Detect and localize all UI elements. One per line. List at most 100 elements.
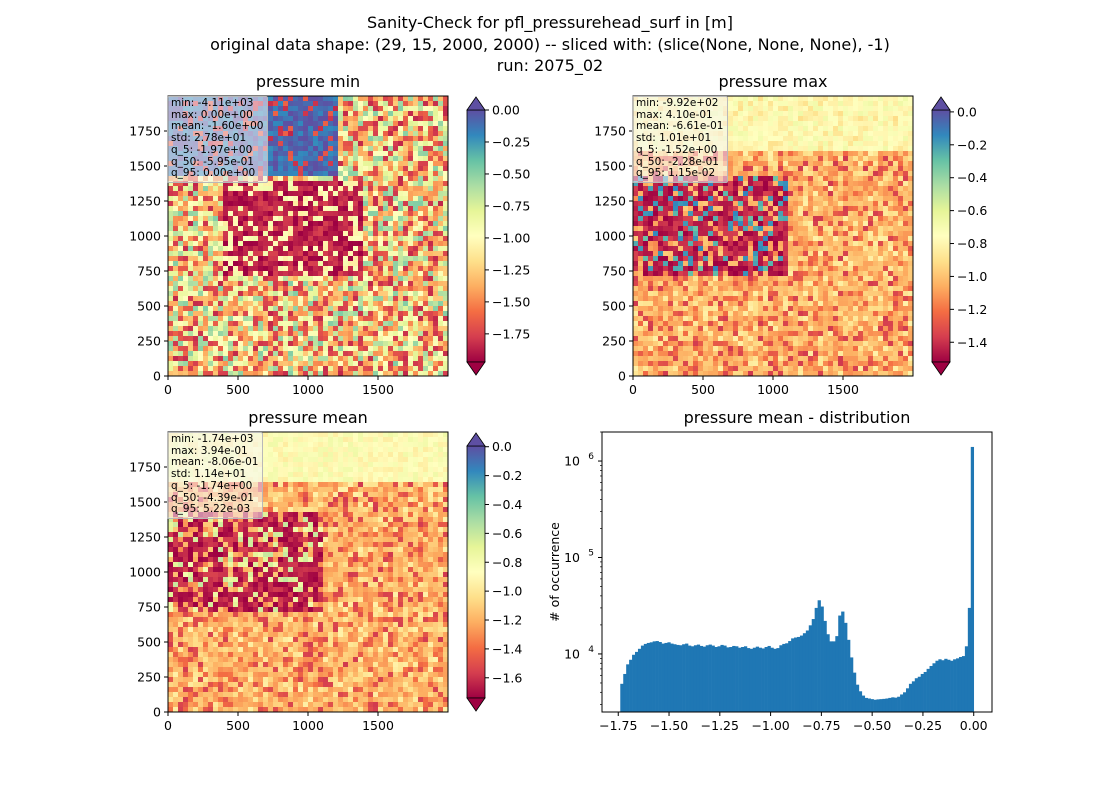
map-cell <box>253 246 259 252</box>
map-cell <box>663 181 669 187</box>
map-cell <box>358 186 364 192</box>
map-cell <box>728 361 734 367</box>
map-cell <box>413 306 419 312</box>
map-cell <box>373 331 379 337</box>
map-cell <box>698 181 704 187</box>
map-cell <box>763 131 769 137</box>
map-cell <box>733 341 739 347</box>
map-cell <box>783 101 789 107</box>
map-cell <box>188 286 194 292</box>
map-cell <box>238 326 244 332</box>
map-cell <box>698 211 704 217</box>
map-cell <box>368 276 374 282</box>
map-cell <box>763 356 769 362</box>
map-cell <box>778 336 784 342</box>
map-cell <box>348 121 354 127</box>
map-cell <box>383 211 389 217</box>
map-cell <box>303 256 309 262</box>
map-cell <box>773 216 779 222</box>
map-cell <box>358 251 364 257</box>
map-cell <box>433 211 439 217</box>
map-cell <box>348 216 354 222</box>
map-cell <box>273 331 279 337</box>
map-cell <box>313 216 319 222</box>
map-cell <box>373 341 379 347</box>
map-cell <box>428 286 434 292</box>
map-cell <box>703 201 709 207</box>
map-cell <box>728 101 734 107</box>
map-cell <box>303 181 309 187</box>
map-cell <box>413 126 419 132</box>
map-cell <box>678 371 684 377</box>
map-cell <box>228 271 234 277</box>
map-cell <box>193 326 199 332</box>
map-cell <box>783 236 789 242</box>
map-cell <box>278 351 284 357</box>
map-cell <box>263 261 269 267</box>
map-cell <box>308 271 314 277</box>
map-cell <box>388 371 394 377</box>
map-cell <box>333 141 339 147</box>
map-cell <box>653 366 659 372</box>
map-cell <box>738 96 744 102</box>
map-cell <box>383 276 389 282</box>
map-cell <box>633 231 639 237</box>
map-cell <box>743 301 749 307</box>
map-cell <box>788 256 794 262</box>
map-cell <box>423 196 429 202</box>
map-cell <box>643 356 649 362</box>
map-cell <box>403 111 409 117</box>
map-cell <box>743 166 749 172</box>
map-cell <box>718 336 724 342</box>
map-cell <box>233 371 239 377</box>
map-cell <box>743 161 749 167</box>
map-cell <box>173 326 179 332</box>
map-cell <box>773 351 779 357</box>
map-cell <box>238 291 244 297</box>
map-cell <box>648 181 654 187</box>
map-cell <box>363 311 369 317</box>
map-cell <box>363 341 369 347</box>
map-cell <box>338 101 344 107</box>
map-cell <box>308 176 314 182</box>
map-cell <box>718 241 724 247</box>
map-cell <box>313 131 319 137</box>
map-cell <box>688 291 694 297</box>
map-cell <box>443 341 449 347</box>
map-cell <box>728 241 734 247</box>
map-cell <box>358 161 364 167</box>
map-cell <box>703 316 709 322</box>
map-cell <box>173 366 179 372</box>
map-cell <box>283 266 289 272</box>
map-cell <box>733 141 739 147</box>
map-cell <box>708 371 714 377</box>
map-cell <box>293 141 299 147</box>
map-cell <box>638 356 644 362</box>
map-cell <box>638 291 644 297</box>
map-cell <box>213 276 219 282</box>
map-cell <box>693 236 699 242</box>
map-cell <box>763 326 769 332</box>
map-cell <box>288 126 294 132</box>
map-cell <box>343 111 349 117</box>
map-cell <box>633 341 639 347</box>
map-cell <box>378 331 384 337</box>
map-cell <box>738 186 744 192</box>
map-cell <box>683 291 689 297</box>
map-cell <box>188 231 194 237</box>
map-cell <box>223 216 229 222</box>
map-cell <box>348 286 354 292</box>
map-cell <box>288 326 294 332</box>
map-cell <box>413 236 419 242</box>
map-cell <box>338 296 344 302</box>
map-cell <box>768 166 774 172</box>
map-cell <box>708 276 714 282</box>
map-cell <box>788 251 794 257</box>
map-cell <box>268 181 274 187</box>
map-cell <box>203 251 209 257</box>
map-cell <box>183 341 189 347</box>
map-cell <box>343 366 349 372</box>
map-cell <box>283 131 289 137</box>
map-cell <box>308 356 314 362</box>
map-cell <box>368 291 374 297</box>
